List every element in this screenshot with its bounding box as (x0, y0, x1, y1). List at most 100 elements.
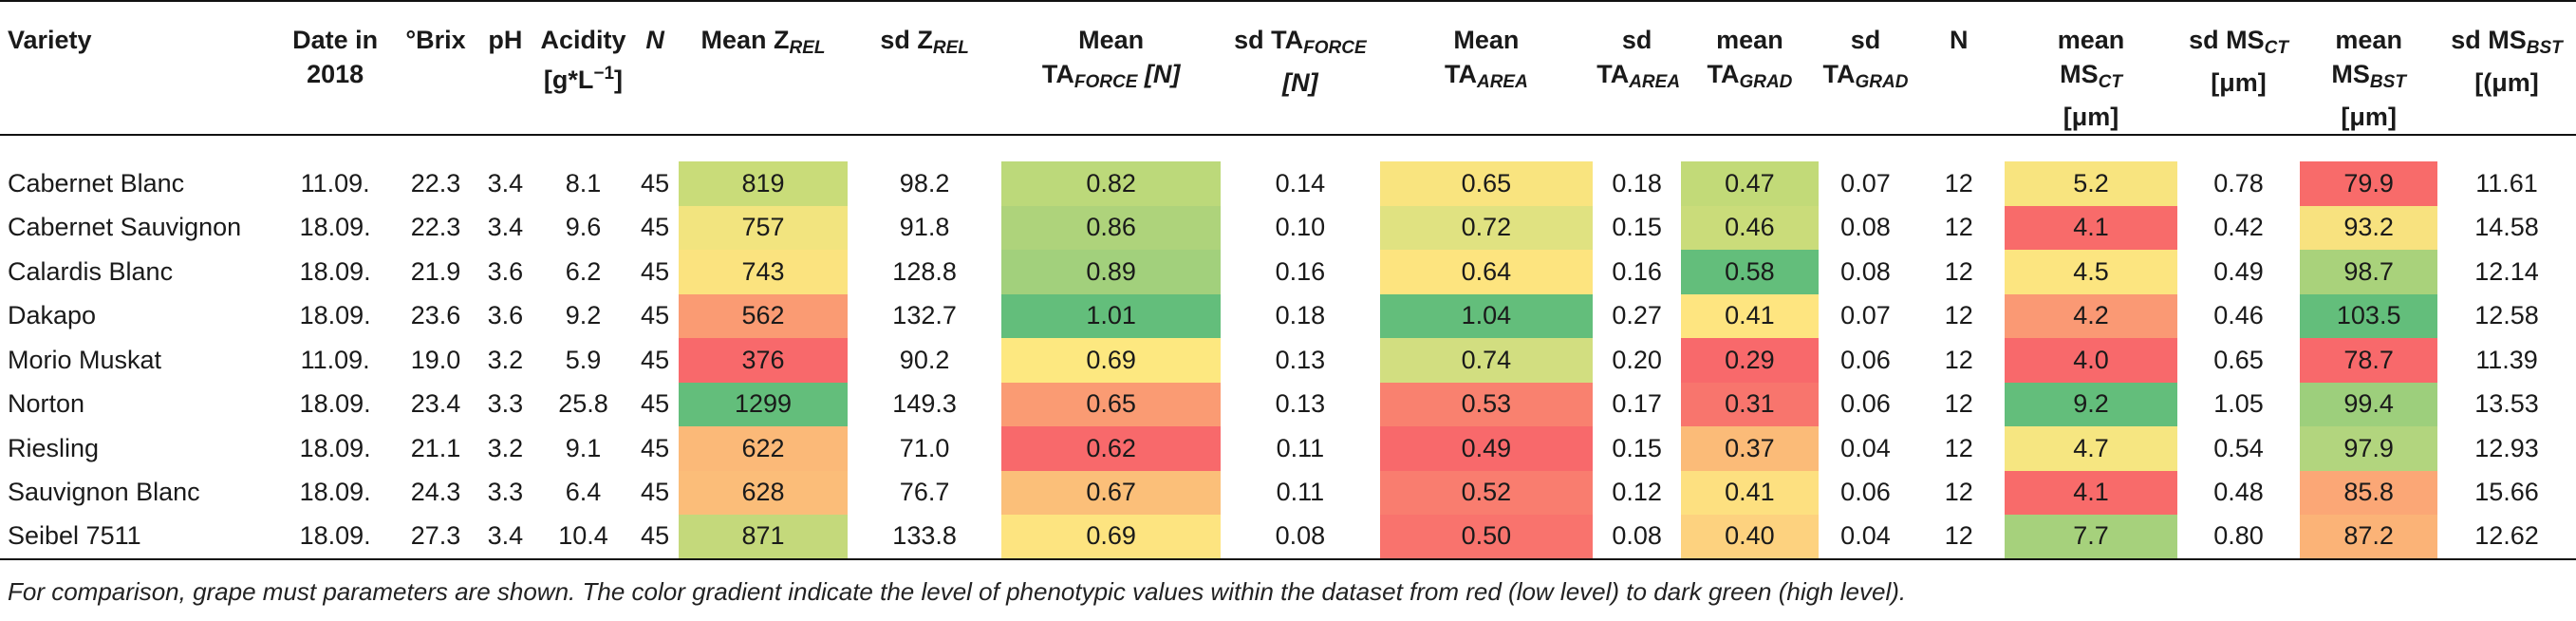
col-mean-msbst: mean MSBST [μm] (2300, 0, 2438, 136)
col-sd-taforce: sd TAFORCE [N] (1221, 0, 1380, 136)
cell-ph: 3.4 (487, 213, 524, 242)
cell-mean-taforce: 0.69 (1001, 515, 1222, 560)
cell-acidity: 8.1 (565, 168, 602, 198)
cell-sd-taforce: 0.13 (1275, 345, 1326, 374)
cell-variety: Dakapo (8, 301, 97, 330)
cell-n1: 45 (641, 301, 670, 330)
cell-mean-zrel: 1299 (678, 382, 849, 426)
cell-sd-taarea: 0.12 (1612, 478, 1662, 507)
cell-n1: 45 (641, 213, 670, 242)
cell-mean-msct: 4.1 (2005, 205, 2177, 250)
cell-mean-msbst: 93.2 (2300, 205, 2438, 250)
col-sd-msbst: sd MSBST [(μm] (2437, 0, 2576, 136)
header-spacer (0, 135, 2576, 161)
cell-ph: 3.6 (487, 301, 524, 330)
cell-sd-taarea: 0.17 (1612, 389, 1662, 419)
cell-mean-msct: 7.7 (2005, 515, 2177, 560)
cell-sd-msbst: 11.39 (2475, 345, 2538, 374)
cell-sd-tagrad: 0.08 (1840, 256, 1891, 286)
cell-n2: 12 (1944, 213, 1973, 242)
cell-brix: 21.1 (410, 433, 461, 462)
cell-brix: 22.3 (410, 168, 461, 198)
cell-sd-msbst: 12.93 (2474, 433, 2539, 462)
spacer-cell (2300, 135, 2437, 161)
cell-date: 18.09. (299, 433, 371, 462)
cell-n2: 12 (1913, 515, 2006, 560)
cell-sd-tagrad: 0.07 (1840, 301, 1891, 330)
cell-date: 18.09. (274, 515, 396, 560)
cell-sd-msbst: 12.58 (2474, 301, 2539, 330)
col-mean-taforce: Mean TAFORCE [N] (1001, 0, 1222, 136)
cell-date: 11.09. (300, 345, 370, 374)
cell-mean-msbst: 85.8 (2300, 470, 2438, 515)
cell-sd-msct: 0.46 (2213, 301, 2264, 330)
cell-mean-taforce: 0.69 (1001, 338, 1222, 383)
cell-sd-msct: 0.80 (2176, 515, 2301, 560)
cell-variety: Morio Muskat (8, 345, 162, 374)
cell-mean-tagrad: 0.31 (1681, 382, 1819, 426)
spacer-cell (1819, 135, 1913, 161)
cell-mean-zrel: 622 (678, 426, 849, 471)
cell-mean-zrel: 743 (678, 250, 849, 294)
spacer-cell (1593, 135, 1681, 161)
cell-mean-taarea: 0.65 (1379, 161, 1594, 206)
cell-variety: Riesling (8, 433, 100, 462)
cell-n1: 45 (641, 168, 670, 198)
cell-mean-tagrad: 0.58 (1681, 250, 1819, 294)
cell-sd-taforce: 0.11 (1276, 478, 1325, 507)
cell-mean-msct: 4.7 (2005, 426, 2177, 471)
cell-acidity: 5.9 (565, 345, 602, 374)
cell-sd-taforce: 0.10 (1275, 213, 1326, 242)
table-row: Calardis Blanc 18.09. 21.9 3.6 6.2 45 743 128.8… (0, 250, 2576, 294)
cell-n2: 12 (1944, 301, 1973, 330)
cell-mean-zrel: 628 (678, 470, 849, 515)
cell-sd-taforce: 0.14 (1275, 168, 1326, 198)
cell-variety: Norton (8, 389, 85, 419)
cell-acidity: 25.8 (558, 389, 608, 419)
spacer-cell (476, 135, 535, 161)
cell-mean-taforce: 0.82 (1001, 161, 1222, 206)
spacer-cell (1913, 135, 2005, 161)
cell-n1: 45 (631, 515, 679, 560)
cell-n2: 12 (1944, 478, 1973, 507)
col-brix: °Brix (395, 0, 476, 136)
cell-brix: 23.4 (410, 389, 461, 419)
cell-ph: 3.4 (487, 168, 524, 198)
cell-sd-tagrad: 0.06 (1840, 345, 1891, 374)
cell-sd-zrel: 132.7 (892, 301, 957, 330)
col-date: Date in 2018 (274, 0, 396, 136)
col-n1: N (631, 0, 679, 136)
cell-mean-taarea: 0.53 (1379, 382, 1594, 426)
cell-mean-msbst: 78.7 (2300, 338, 2438, 383)
cell-mean-taarea: 0.64 (1379, 250, 1594, 294)
cell-ph: 3.2 (487, 345, 524, 374)
cell-sd-msct: 0.49 (2213, 256, 2264, 286)
spacer-cell (1221, 135, 1379, 161)
cell-ph: 3.3 (487, 389, 524, 419)
cell-variety: Calardis Blanc (8, 256, 174, 286)
cell-sd-taforce: 0.16 (1275, 256, 1326, 286)
cell-sd-tagrad: 0.04 (1840, 433, 1891, 462)
cell-sd-taarea: 0.15 (1612, 433, 1662, 462)
cell-n2: 12 (1944, 433, 1973, 462)
col-acidity: Acidity [g*L−1] (534, 0, 632, 136)
cell-sd-tagrad: 0.06 (1840, 478, 1891, 507)
spacer-cell (1001, 135, 1221, 161)
cell-sd-taarea: 0.08 (1593, 515, 1682, 560)
table-row: Morio Muskat 11.09. 19.0 3.2 5.9 45 376 90.2 0.6… (0, 338, 2576, 383)
cell-sd-msct: 0.78 (2213, 168, 2264, 198)
cell-n1: 45 (641, 433, 670, 462)
spacer-cell (2437, 135, 2576, 161)
cell-mean-taarea: 0.50 (1379, 515, 1594, 560)
spacer-cell (2005, 135, 2176, 161)
cell-date: 18.09. (299, 478, 371, 507)
cell-sd-zrel: 133.8 (848, 515, 1002, 560)
cell-mean-taarea: 0.52 (1379, 470, 1594, 515)
cell-mean-msbst: 99.4 (2300, 382, 2438, 426)
spacer-cell (1380, 135, 1594, 161)
cell-sd-taarea: 0.27 (1612, 301, 1662, 330)
cell-mean-msbst: 97.9 (2300, 426, 2438, 471)
cell-mean-taforce: 0.86 (1001, 205, 1222, 250)
cell-variety: Cabernet Blanc (8, 168, 185, 198)
cell-mean-tagrad: 0.46 (1681, 205, 1819, 250)
